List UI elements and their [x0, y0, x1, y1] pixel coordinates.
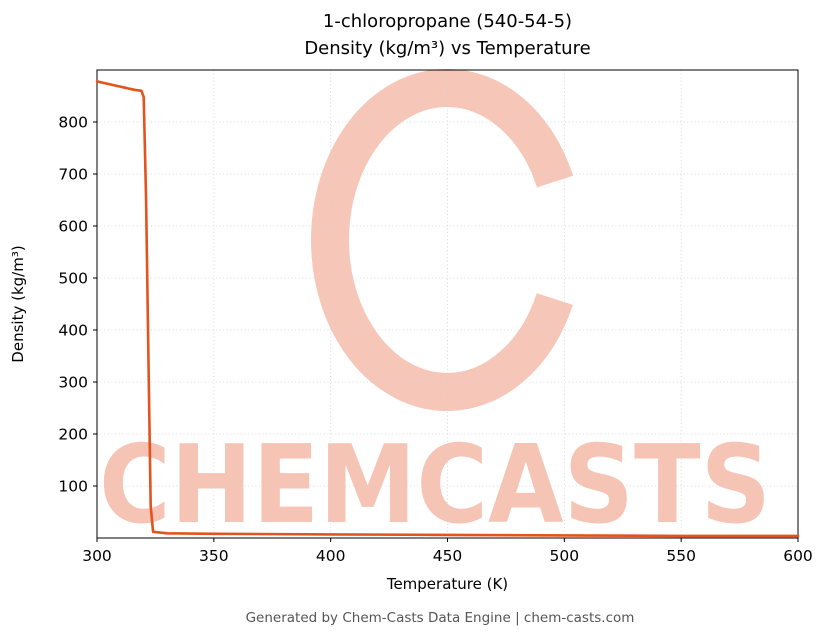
x-tick-label: 400 — [316, 547, 346, 565]
y-tick-label: 600 — [58, 218, 88, 236]
x-tick-label: 350 — [199, 547, 229, 565]
y-tick-label: 400 — [58, 322, 88, 340]
chart-title-line2: Density (kg/m³) vs Temperature — [304, 38, 590, 59]
footer-credit: Generated by Chem-Casts Data Engine | ch… — [246, 610, 635, 626]
y-tick-label: 300 — [58, 374, 88, 392]
x-axis-label: Temperature (K) — [386, 575, 508, 593]
chart-title-line1: 1-chloropropane (540-54-5) — [323, 11, 572, 32]
series-group — [95, 80, 800, 538]
y-axis-label: Density (kg/m³) — [9, 245, 27, 362]
y-tick-label: 500 — [58, 270, 88, 288]
chemcasts-watermark: CHEMCASTS — [99, 69, 771, 548]
y-tick-label: 200 — [58, 426, 88, 444]
watermark-c-ring-icon — [311, 69, 583, 411]
y-tick-label: 800 — [58, 114, 88, 132]
x-tick-label: 450 — [433, 547, 463, 565]
x-tick-label: 550 — [666, 547, 696, 565]
y-tick-label: 700 — [58, 166, 88, 184]
y-tick-label: 100 — [58, 478, 88, 496]
series-line-density — [95, 80, 800, 538]
x-tick-label: 600 — [783, 547, 813, 565]
x-tick-label: 300 — [82, 547, 112, 565]
x-tick-label: 500 — [550, 547, 580, 565]
axes: 300 350 400 450 500 550 600 100 200 300 400 500 600 7… — [58, 69, 813, 565]
watermark-text: CHEMCASTS — [99, 423, 771, 548]
